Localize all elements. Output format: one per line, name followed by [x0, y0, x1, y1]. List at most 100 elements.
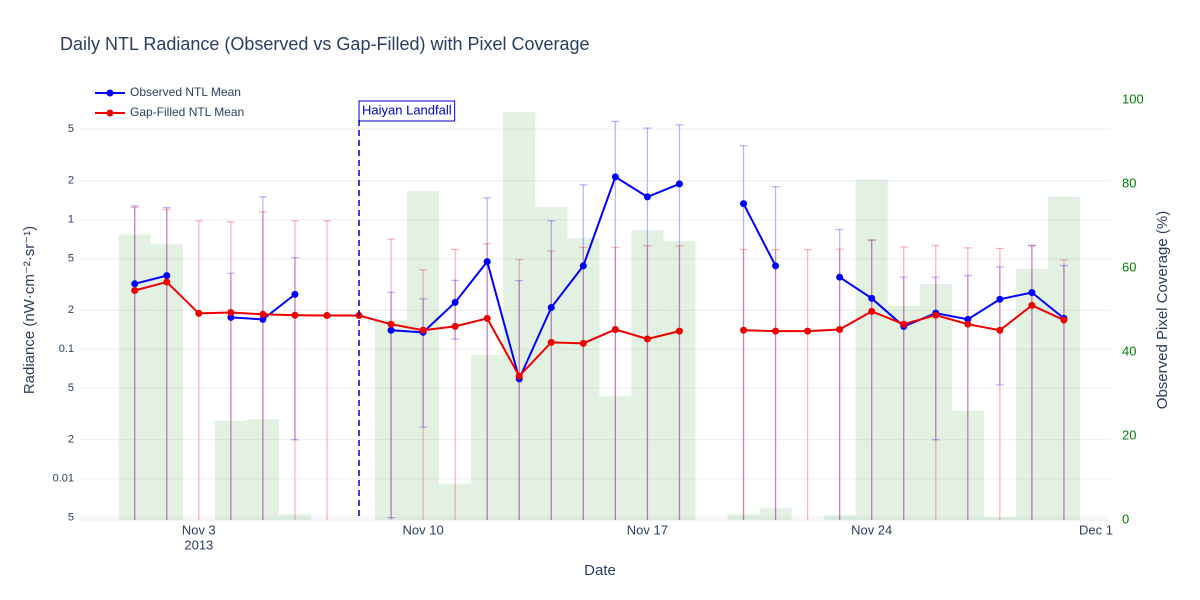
- series-marker: [387, 326, 395, 334]
- error-bar: [579, 184, 588, 520]
- error-bar: [771, 185, 780, 520]
- series-marker: [772, 262, 780, 270]
- x-tick-label: Dec 1: [1079, 522, 1113, 537]
- series-marker: [291, 311, 299, 319]
- series-marker: [804, 327, 812, 335]
- series-marker: [996, 326, 1004, 334]
- series-marker: [1060, 316, 1068, 324]
- error-bar: [419, 269, 428, 520]
- coverage-bar: [759, 507, 792, 520]
- error-bar: [675, 124, 684, 520]
- series-marker: [1028, 289, 1036, 297]
- y-tick-label: 5: [68, 512, 74, 524]
- series-marker: [996, 295, 1004, 303]
- coverage-bar: [567, 238, 600, 520]
- y2-tick-label: 60: [1122, 259, 1136, 274]
- series-marker: [451, 322, 459, 330]
- y-tick-label: 0.01: [53, 473, 74, 485]
- y-tick-label: 5: [68, 382, 74, 394]
- coverage-bar: [663, 241, 696, 520]
- series-marker: [740, 326, 748, 334]
- series-line: [134, 274, 168, 285]
- error-bar: [931, 244, 940, 520]
- error-bar: [547, 250, 556, 520]
- y2-axis-title: Observed Pixel Coverage (%): [1154, 211, 1171, 409]
- y2-tick-label: 40: [1122, 343, 1136, 358]
- series-marker: [836, 325, 844, 333]
- error-bar: [483, 197, 492, 520]
- error-bar: [226, 221, 235, 520]
- coverage-bar: [246, 419, 279, 520]
- error-bar: [451, 248, 460, 520]
- y-axis-title: Radiance (nW·cm⁻²·sr⁻¹): [21, 226, 38, 394]
- series-line: [839, 276, 1065, 328]
- y-tick-label: 2: [68, 304, 74, 316]
- coverage-bar: [214, 420, 247, 520]
- series-marker: [483, 314, 491, 322]
- legend-label: Gap-Filled NTL Mean: [130, 105, 244, 119]
- coverage-bar: [855, 179, 888, 520]
- y2-tick-label: 100: [1122, 91, 1144, 106]
- coverage-bar: [951, 410, 984, 520]
- series-marker: [740, 200, 748, 208]
- error-bar: [771, 248, 780, 520]
- series-marker: [547, 338, 555, 346]
- series-marker: [675, 327, 683, 335]
- series-marker: [932, 311, 940, 319]
- error-bar: [931, 276, 940, 441]
- series-marker: [419, 326, 427, 334]
- error-bar: [515, 279, 524, 520]
- error-bar: [290, 220, 299, 520]
- error-bar: [803, 248, 812, 520]
- series-marker: [259, 310, 267, 318]
- x-tick-label: Nov 17: [627, 522, 668, 537]
- series-marker: [900, 320, 908, 328]
- error-bar: [739, 145, 748, 520]
- series-marker: [611, 325, 619, 333]
- annotation-box: [358, 100, 456, 122]
- error-bar: [995, 247, 1004, 520]
- series-marker: [227, 309, 235, 317]
- error-bar: [579, 246, 588, 520]
- series-marker: [195, 309, 203, 317]
- error-bar: [867, 239, 876, 520]
- coverage-bar: [823, 514, 856, 520]
- error-bar: [995, 266, 1004, 386]
- x-axis-title: Date: [584, 562, 616, 579]
- error-bar: [835, 248, 844, 520]
- error-bar: [483, 243, 492, 520]
- series-marker: [964, 320, 972, 328]
- coverage-bar: [599, 396, 632, 520]
- series-marker: [643, 193, 651, 201]
- x-tick-label: Nov 3: [182, 522, 216, 537]
- y-tick-label: 2: [68, 175, 74, 187]
- coverage-bar: [631, 230, 664, 520]
- error-bar: [290, 256, 299, 441]
- error-bar: [547, 220, 556, 520]
- series-marker: [868, 307, 876, 315]
- error-bar: [322, 220, 331, 520]
- error-bar: [1059, 259, 1068, 520]
- series-marker: [451, 298, 459, 306]
- y2-tick-label: 80: [1122, 175, 1136, 190]
- series-marker: [291, 290, 299, 298]
- error-bar: [515, 258, 524, 520]
- error-bar: [162, 208, 171, 520]
- coverage-bar: [887, 305, 920, 520]
- coverage-bar: [407, 191, 440, 520]
- series-marker: [131, 287, 139, 295]
- series-marker: [163, 272, 171, 280]
- error-bar: [611, 246, 620, 520]
- y2-tick-label: 0: [1122, 511, 1129, 526]
- error-bar: [194, 220, 203, 520]
- error-bar: [1059, 264, 1068, 520]
- error-bar: [963, 247, 972, 520]
- coverage-bar: [150, 244, 183, 520]
- series-line: [134, 280, 680, 378]
- x-tick-label: Nov 24: [851, 522, 892, 537]
- series-marker: [163, 278, 171, 286]
- series-marker: [675, 180, 683, 188]
- error-bar: [675, 245, 684, 520]
- series-marker: [836, 273, 844, 281]
